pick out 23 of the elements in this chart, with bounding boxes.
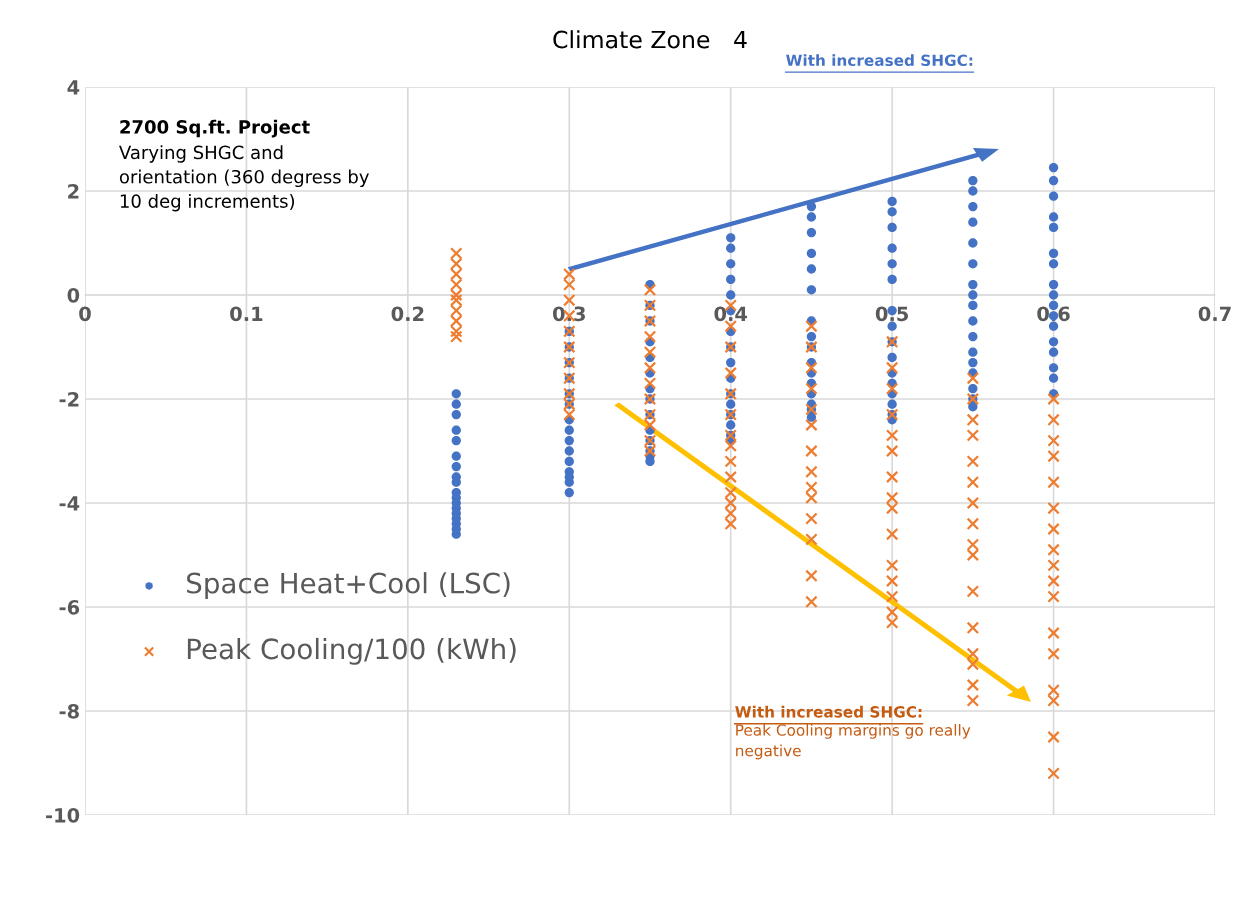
x-tick-label: 0.5: [875, 306, 909, 322]
y-tick-label: 4: [67, 80, 80, 95]
y-tick-label: -6: [59, 599, 80, 615]
annotation: Varying SHGC and orientation (360 degress by 10 deg increments): [119, 145, 369, 212]
x-tick-label: 0.6: [1037, 306, 1070, 322]
x-tick-label: 0.1: [230, 306, 263, 322]
chart-title: Climate Zone 4: [553, 30, 747, 49]
x-tick-label: 0.2: [391, 306, 424, 322]
legend-label: Peak Cooling/100 (kWh): [187, 637, 516, 665]
y-tick-label: -8: [59, 703, 79, 719]
x-tick-label: 0.7: [1198, 306, 1231, 322]
text: With increased SHGC:: [786, 54, 973, 67]
y-tick-label: -10: [46, 807, 80, 823]
annotation: With increased SHGC:: [735, 705, 922, 718]
annotation: 2700 Sq.ft. Project: [120, 119, 310, 138]
y-tick-label: -2: [59, 391, 79, 407]
x-tick-label: 0.4: [714, 306, 748, 322]
y-tick-label: 0: [67, 287, 80, 303]
legend-label: Space Heat+Cool (LSC): [187, 572, 510, 599]
y-tick-label: 2: [68, 183, 79, 199]
annotation: Peak Cooling margins go really negative: [736, 724, 971, 760]
y-tick-label: -4: [59, 496, 80, 511]
x-tick-label: 0: [79, 306, 91, 322]
